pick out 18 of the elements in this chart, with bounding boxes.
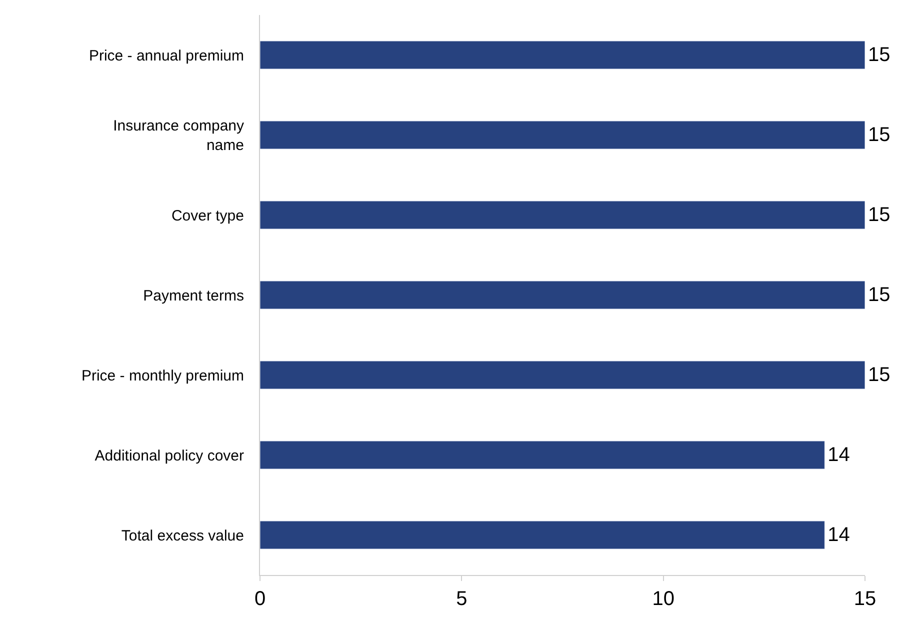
x-tick-label: 15: [854, 588, 876, 610]
y-tick-label: Price - annual premium: [88, 47, 244, 64]
data-label: 14: [828, 444, 850, 466]
x-tick-label: 0: [254, 588, 266, 610]
x-tick-label: 10: [652, 588, 674, 610]
y-tick-label: Payment terms: [143, 287, 244, 304]
data-label: 15: [868, 124, 890, 146]
y-tick-label: Insurance company name: [113, 118, 244, 154]
y-tick-label: Cover type: [171, 207, 244, 224]
y-tick-label: Additional policy cover: [94, 447, 244, 464]
data-label: 15: [868, 204, 890, 226]
x-tick-label: 5: [456, 588, 468, 610]
data-label: 15: [868, 364, 890, 386]
data-label: 14: [828, 524, 850, 546]
data-label: 15: [868, 44, 890, 66]
data-label: 15: [868, 284, 890, 306]
y-tick-label: Price - monthly premium: [81, 367, 244, 384]
y-tick-label: Total excess value: [121, 527, 244, 544]
